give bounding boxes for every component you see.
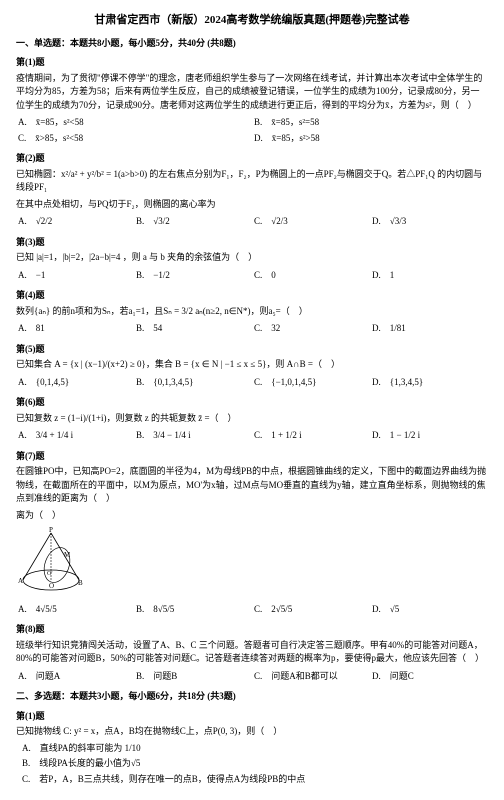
- q8-opt-a: A. 问题A: [16, 669, 134, 685]
- svg-text:M: M: [64, 551, 71, 559]
- section-1-heading: 一、单选题：本题共8小题，每小题5分，共40分 (共8题): [16, 37, 488, 51]
- q3-num: 第(3)题: [16, 236, 488, 250]
- q6-opt-d: D. 1 − 1/2 i: [370, 428, 488, 444]
- q7-opt-c: C. 2√5/5: [252, 602, 370, 618]
- q9-opt-a: A. 直线PA的斜率可能为 1/10: [16, 742, 488, 756]
- q7-num: 第(7)题: [16, 450, 488, 464]
- q8-stem: 班级举行知识竞猜闯关活动，设置了A、B、C 三个问题。答题者可自行决定答三题顺序…: [16, 639, 488, 666]
- q2-num: 第(2)题: [16, 152, 488, 166]
- q2-opt-c: C. √2/3: [252, 214, 370, 230]
- q7-opt-a: A. 4√5/5: [16, 602, 134, 618]
- q6-opt-b: B. 3/4 − 1/4 i: [134, 428, 252, 444]
- svg-text:P: P: [49, 526, 53, 534]
- q9-opt-b: B. 线段PA长度的最小值为√5: [16, 757, 488, 771]
- q8-opt-b: B. 问题B: [134, 669, 252, 685]
- q6-num: 第(6)题: [16, 396, 488, 410]
- q2-opt-b: B. √3/2: [134, 214, 252, 230]
- q3-stem: 已知 |a|=1，|b|=2，|2a−b|=4 ，则 a 与 b 夹角的余弦值为…: [16, 251, 488, 265]
- q6-stem: 已知复数 z = (1−i)/(1+i)，则复数 z 的共轭复数 z̄ =（ ）: [16, 412, 488, 426]
- q5-opt-c: C. {−1,0,1,4,5}: [252, 375, 370, 391]
- page-title: 甘肃省定西市（新版）2024高考数学统编版真题(押题卷)完整试卷: [16, 12, 488, 29]
- q1-opt-a: A. x̄=85，s²<58: [16, 115, 252, 131]
- q4-opt-c: C. 32: [252, 321, 370, 337]
- q8-num: 第(8)题: [16, 623, 488, 637]
- q5-opt-d: D. {1,3,4,5}: [370, 375, 488, 391]
- q8-opt-d: D. 问题C: [370, 669, 488, 685]
- q4-stem: 数列{aₙ} 的前n项和为Sₙ，若a₁=1，且Sₙ = 3/2 aₙ(n≥2, …: [16, 305, 488, 319]
- q8-opt-c: C. 问题A和B都可以: [252, 669, 370, 685]
- q1-num: 第(1)题: [16, 56, 488, 70]
- q3-opt-a: A. −1: [16, 268, 134, 284]
- q1-opt-c: C. x̄>85，s²<58: [16, 131, 252, 147]
- q2-opt-d: D. √3/3: [370, 214, 488, 230]
- svg-text:O: O: [49, 582, 54, 590]
- section-2-heading: 二、多选题：本题共3小题，每小题6分，共18分 (共3题): [16, 690, 488, 704]
- q3-opt-b: B. −1/2: [134, 268, 252, 284]
- q1-stem: 疫情期间，为了贯彻"停课不停学"的理念，唐老师组织学生参与了一次网络在线考试，并…: [16, 72, 488, 113]
- q9-num: 第(1)题: [16, 710, 488, 724]
- q5-num: 第(5)题: [16, 343, 488, 357]
- q4-opt-b: B. 54: [134, 321, 252, 337]
- q7-opt-b: B. 8√5/5: [134, 602, 252, 618]
- q4-opt-a: A. 81: [16, 321, 134, 337]
- q5-stem: 已知集合 A = {x | (x−1)/(x+2) ≥ 0}，集合 B = {x…: [16, 358, 488, 372]
- q3-opt-c: C. 0: [252, 268, 370, 284]
- q5-opt-b: B. {0,1,3,4,5}: [134, 375, 252, 391]
- q4-opt-d: D. 1/81: [370, 321, 488, 337]
- q4-num: 第(4)题: [16, 289, 488, 303]
- q7-blank: 离为（ ）: [16, 509, 488, 523]
- svg-text:A: A: [18, 577, 23, 585]
- q2-opt-a: A. √2/2: [16, 214, 134, 230]
- q9-stem: 已知抛物线 C: y² = x，点A，B均在抛物线C上，点P(0, 3)，则（ …: [16, 725, 488, 739]
- cone-figure: P M O' O A B: [16, 525, 86, 600]
- q2-stem2: 在其中点处相切，与PQ切于F₂，则椭圆的离心率为: [16, 198, 488, 212]
- q6-opt-a: A. 3/4 + 1/4 i: [16, 428, 134, 444]
- q2-stem1: 已知椭圆：x²/a² + y²/b² = 1(a>b>0) 的左右焦点分别为F₁…: [16, 168, 488, 195]
- q7-stem: 在圆锥PO中，已知高PO=2，底面圆的半径为4，M为母线PB的中点，根据圆锥曲线…: [16, 465, 488, 506]
- q9-opt-c: C. 若P，A，B三点共线，则存在唯一的点B，使得点A为线段PB的中点: [16, 773, 488, 787]
- q3-opt-d: D. 1: [370, 268, 488, 284]
- svg-text:O': O': [47, 571, 52, 577]
- q6-opt-c: C. 1 + 1/2 i: [252, 428, 370, 444]
- q1-opt-d: D. x̄=85，s²>58: [252, 131, 488, 147]
- q1-opt-b: B. x̄=85，s²=58: [252, 115, 488, 131]
- q7-opt-d: D. √5: [370, 602, 488, 618]
- svg-text:B: B: [78, 579, 83, 587]
- q5-opt-a: A. {0,1,4,5}: [16, 375, 134, 391]
